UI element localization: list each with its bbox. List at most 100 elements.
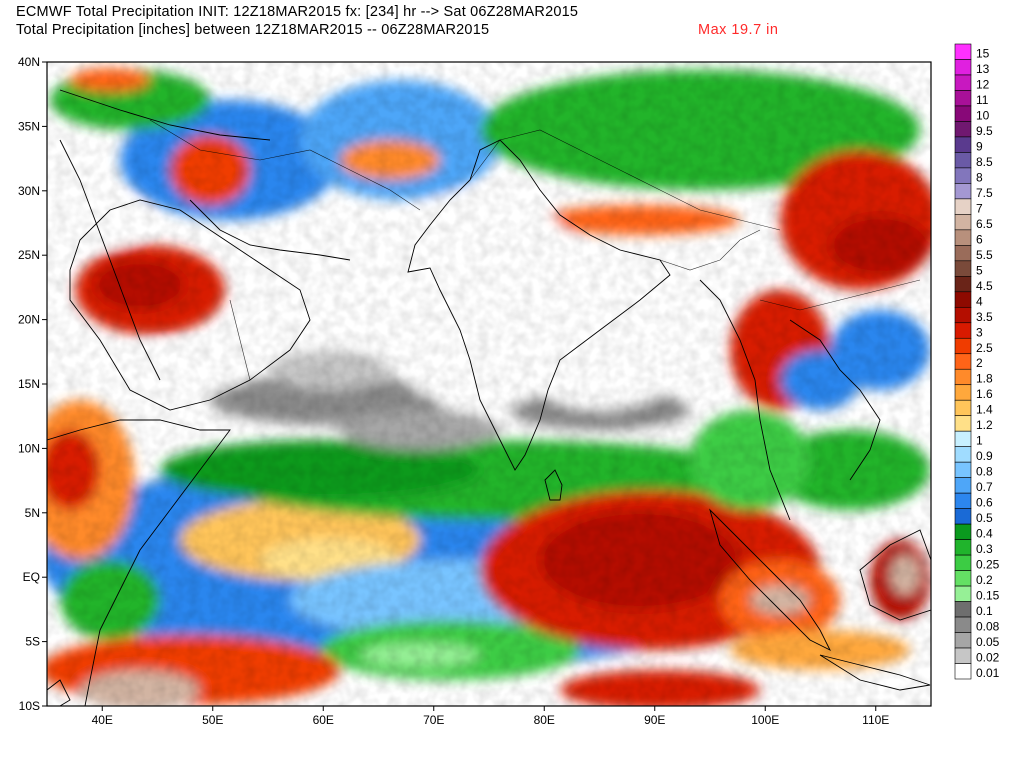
legend-swatch [954, 121, 972, 138]
map-title-line-1: ECMWF Total Precipitation INIT: 12Z18MAR… [16, 4, 579, 20]
legend-swatch [954, 508, 972, 525]
x-tick-label: 60E [313, 713, 334, 727]
legend-swatch [954, 337, 972, 355]
legend-label: 1.4 [976, 403, 993, 417]
legend-swatch [954, 105, 972, 122]
legend-label: 15 [976, 46, 990, 60]
legend-swatch [954, 276, 972, 293]
legend-swatch [954, 152, 972, 169]
legend-swatch [954, 136, 972, 153]
legend-label: 6 [976, 232, 983, 246]
x-axis: 40E 50E 60E 70E 80E 90E 100E 110E [92, 706, 889, 727]
legend-label: 5 [976, 263, 983, 277]
y-tick-label: EQ [23, 570, 40, 584]
legend-label: 11 [976, 93, 989, 107]
legend-swatch [954, 430, 972, 447]
y-tick-label: 25N [18, 248, 40, 262]
legend-swatch [954, 198, 972, 215]
legend-swatch [954, 461, 972, 478]
y-tick-label: 40N [18, 55, 40, 69]
legend-label: 3 [976, 325, 983, 339]
legend-swatch [954, 214, 972, 231]
x-tick-label: 50E [202, 713, 223, 727]
legend-label: 7.5 [976, 186, 993, 200]
y-tick-label: 10N [18, 441, 40, 455]
max-precip-label: Max 19.7 in [698, 22, 779, 38]
legend-label: 0.6 [976, 496, 993, 510]
legend-label: 0.08 [976, 620, 1000, 634]
legend-swatch [954, 183, 972, 200]
precip-texture [47, 62, 931, 706]
legend-label: 0.01 [976, 666, 1000, 680]
y-tick-label: 35N [18, 119, 40, 133]
legend-label: 9.5 [976, 124, 993, 138]
legend-swatch [954, 585, 972, 602]
legend-label: 4.5 [976, 279, 993, 293]
legend-swatch [954, 74, 972, 91]
legend-label: 3.5 [976, 310, 993, 324]
legend-label: 0.7 [976, 480, 993, 494]
y-tick-label: 15N [18, 377, 40, 391]
legend-swatch [954, 399, 972, 417]
legend-label: 0.2 [976, 573, 993, 587]
legend-swatch [954, 260, 972, 277]
legend-label: 5.5 [976, 248, 993, 262]
legend-swatch [954, 492, 972, 509]
x-tick-label: 40E [92, 713, 113, 727]
color-legend: 15131211109.598.587.576.565.554.543.532.… [954, 43, 1000, 680]
legend-label: 8 [976, 170, 983, 184]
legend-label: 12 [976, 77, 990, 91]
legend-label: 0.15 [976, 589, 1000, 603]
legend-label: 0.25 [976, 558, 1000, 572]
legend-swatch [954, 647, 972, 664]
x-tick-label: 90E [644, 713, 665, 727]
coastlines [47, 89, 931, 706]
legend-label: 2 [976, 356, 983, 370]
legend-label: 0.4 [976, 527, 993, 541]
legend-swatch [954, 353, 972, 370]
legend-swatch [954, 291, 972, 308]
legend-label: 0.3 [976, 542, 993, 556]
legend-swatch [954, 539, 972, 556]
legend-swatch [954, 90, 972, 107]
legend-swatch [954, 368, 972, 386]
legend-swatch [954, 632, 972, 649]
y-tick-label: 10S [19, 699, 40, 713]
legend-swatch [954, 477, 972, 494]
y-tick-label: 5S [25, 635, 40, 649]
legend-label: 8.5 [976, 155, 993, 169]
legend-swatch [954, 229, 972, 246]
x-tick-label: 110E [862, 713, 889, 727]
legend-swatch [954, 415, 972, 432]
legend-swatch [954, 245, 972, 262]
legend-swatch [954, 446, 972, 463]
legend-label: 6.5 [976, 217, 993, 231]
legend-label: 0.02 [976, 651, 1000, 665]
map-title-line-2: Total Precipitation [inches] between 12Z… [16, 22, 490, 38]
borders [149, 119, 921, 381]
legend-label: 0.05 [976, 635, 1000, 649]
legend-label: 0.8 [976, 465, 993, 479]
legend-swatch [954, 59, 972, 76]
legend-label: 10 [976, 108, 990, 122]
legend-label: 9 [976, 139, 983, 153]
y-tick-label: 5N [25, 506, 40, 520]
legend-label: 0.1 [976, 604, 993, 618]
y-axis: 40N 35N 30N 25N 20N 15N 10N 5N EQ 5S 10S [18, 55, 47, 713]
legend-swatch [954, 570, 972, 587]
legend-swatch [954, 306, 972, 324]
y-tick-label: 30N [18, 184, 40, 198]
legend-swatch [954, 167, 972, 184]
legend-label: 4 [976, 294, 983, 308]
legend-swatch [954, 554, 972, 571]
legend-label: 0.9 [976, 449, 993, 463]
legend-swatch [954, 616, 972, 633]
y-tick-label: 20N [18, 313, 40, 327]
legend-swatch [954, 43, 972, 60]
legend-label: 13 [976, 62, 990, 76]
legend-label: 1.2 [976, 418, 993, 432]
legend-label: 1.8 [976, 372, 993, 386]
legend-swatch [954, 663, 972, 680]
x-tick-label: 80E [534, 713, 555, 727]
